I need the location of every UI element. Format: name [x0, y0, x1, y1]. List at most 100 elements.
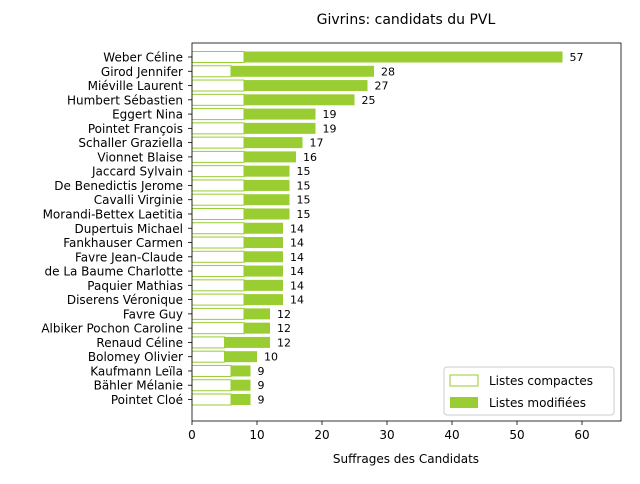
bar-compact — [191, 122, 245, 135]
legend-label-modified: Listes modifiées — [489, 396, 586, 410]
bar-modified — [244, 251, 283, 263]
bar-modified — [244, 137, 303, 149]
y-tick-label: Jaccard Sylvain — [91, 165, 183, 179]
bar-compact — [191, 236, 245, 249]
bar-compact — [191, 108, 245, 121]
y-tick-label: Renaud Céline — [96, 336, 183, 350]
x-tick-label: 0 — [188, 428, 196, 442]
bar-total-label: 14 — [290, 251, 304, 264]
bar-total-label: 15 — [297, 179, 311, 192]
bar-modified — [244, 222, 283, 234]
bar-compact — [191, 179, 245, 192]
bar-compact — [191, 336, 225, 349]
y-tick-label: Paquier Mathias — [87, 279, 183, 293]
bar-modified — [244, 108, 316, 120]
bar-modified — [231, 379, 251, 391]
bar-compact — [191, 293, 245, 306]
x-axis-label: Suffrages des Candidats — [333, 452, 479, 466]
bar-total-label: 15 — [297, 165, 311, 178]
x-tick-label: 20 — [314, 428, 329, 442]
bar-modified — [244, 308, 270, 320]
bar-compact — [191, 165, 245, 178]
bar-modified — [231, 65, 374, 77]
y-tick-label: Diserens Véronique — [67, 293, 183, 307]
y-tick-label: Miéville Laurent — [88, 79, 184, 93]
y-tick-label: Favre Guy — [123, 307, 183, 321]
y-tick-label: Morandi-Bettex Laetitia — [43, 207, 183, 221]
bar-compact — [191, 79, 245, 92]
bar-modified — [244, 208, 290, 220]
bar-total-label: 12 — [277, 336, 291, 349]
bar-modified — [224, 351, 257, 363]
bar-compact — [191, 350, 225, 363]
bar-total-label: 14 — [290, 265, 304, 278]
y-tick-label: de La Baume Charlotte — [45, 265, 184, 279]
y-tick-label: Weber Céline — [103, 51, 183, 65]
bar-total-label: 28 — [381, 65, 395, 78]
legend-swatch-modified — [450, 397, 478, 408]
bar-total-label: 14 — [290, 294, 304, 307]
bar-modified — [244, 237, 283, 249]
bar-total-label: 27 — [375, 80, 389, 93]
bars-group: 5728272519191716151515151414141414141212… — [191, 51, 584, 407]
bar-total-label: 9 — [258, 365, 265, 378]
plot-frame — [191, 42, 622, 422]
bar-compact — [191, 150, 245, 163]
y-tick-label: Vionnet Blaise — [97, 150, 183, 164]
bar-total-label: 14 — [290, 279, 304, 292]
bar-modified — [244, 265, 283, 277]
y-tick-label: Dupertuis Michael — [75, 222, 183, 236]
x-tick-label: 10 — [249, 428, 264, 442]
chart-title: Givrins: candidats du PVL — [317, 12, 496, 28]
bar-compact — [191, 250, 245, 263]
bar-compact — [191, 51, 245, 63]
legend-label-compact: Listes compactes — [489, 374, 593, 388]
y-tick-label: Eggert Nina — [112, 108, 183, 122]
bar-modified — [244, 122, 316, 134]
bar-compact — [191, 279, 245, 292]
y-tick-label: Humbert Sébastien — [67, 93, 183, 107]
bar-total-label: 15 — [297, 208, 311, 221]
bar-total-label: 17 — [310, 137, 324, 150]
bar-modified — [244, 179, 290, 191]
y-tick-label: Kaufmann Leïla — [90, 364, 183, 378]
bar-compact — [191, 265, 245, 278]
bar-compact — [191, 222, 245, 235]
bar-modified — [244, 151, 296, 163]
x-tick-label: 50 — [509, 428, 524, 442]
y-tick-label: Bolomey Olivier — [88, 350, 183, 364]
bar-total-label: 12 — [277, 308, 291, 321]
y-tick-label: Schaller Graziella — [78, 136, 183, 150]
bar-compact — [191, 379, 232, 392]
bar-compact — [191, 322, 245, 335]
bar-compact — [191, 136, 245, 149]
legend-swatch-compact — [449, 374, 479, 387]
bar-total-label: 57 — [570, 51, 584, 64]
bar-modified — [244, 322, 270, 334]
bar-compact — [191, 393, 232, 406]
x-tick-label: 60 — [574, 428, 589, 442]
bar-modified — [244, 94, 355, 106]
bar-total-label: 16 — [303, 151, 317, 164]
y-tick-label: Fankhauser Carmen — [63, 236, 183, 250]
x-tick-label: 40 — [444, 428, 459, 442]
bar-total-label: 15 — [297, 194, 311, 207]
bar-modified — [244, 279, 283, 291]
y-tick-label: Girod Jennifer — [101, 65, 183, 79]
legend-box — [443, 366, 615, 416]
bar-modified — [244, 194, 290, 206]
x-tick-label: 30 — [379, 428, 394, 442]
bar-compact — [191, 207, 245, 220]
bar-total-label: 9 — [258, 394, 265, 407]
y-tick-label: De Benedictis Jerome — [54, 179, 183, 193]
bar-compact — [191, 193, 245, 206]
bar-total-label: 14 — [290, 237, 304, 250]
bar-compact — [191, 364, 232, 377]
y-tick-label: Favre Jean-Claude — [75, 250, 183, 264]
y-tick-label: Pointet Cloé — [111, 393, 183, 407]
bar-compact — [191, 307, 245, 320]
bar-total-label: 9 — [258, 379, 265, 392]
